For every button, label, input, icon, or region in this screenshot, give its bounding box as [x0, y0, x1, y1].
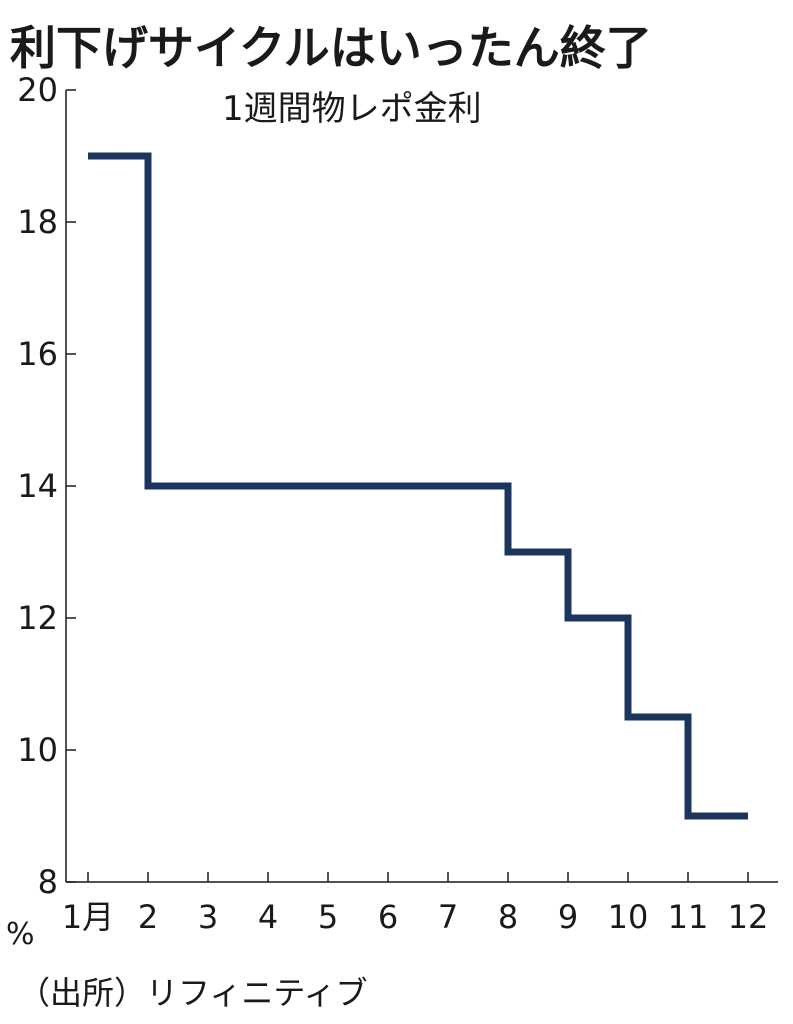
y-tick-label: 12: [17, 599, 58, 637]
x-ticks: 1月 2 3 4 5 6 7 8 9 10 11 12: [62, 872, 769, 936]
x-tick-label: 5: [318, 898, 338, 936]
series-layer: [88, 152, 748, 820]
y-ticks: 8 10 12 14 16 18 20: [17, 71, 76, 901]
x-tick-label: 2: [138, 898, 158, 936]
series-line: [88, 152, 748, 820]
x-tick-label: 4: [258, 898, 278, 936]
y-tick-label: 10: [17, 731, 58, 769]
x-tick-label: 1月: [62, 898, 114, 936]
x-tick-label: 8: [498, 898, 518, 936]
y-tick-label: 18: [17, 203, 58, 241]
y-unit-label: %: [6, 917, 35, 952]
x-tick-label: 9: [558, 898, 578, 936]
y-tick-label: 14: [17, 467, 58, 505]
x-tick-label: 10: [608, 898, 649, 936]
x-tick-label: 3: [198, 898, 218, 936]
x-tick-label: 12: [728, 898, 769, 936]
x-tick-label: 11: [668, 898, 709, 936]
y-tick-label: 8: [38, 863, 58, 901]
source-note: （出所）リフィニティブ: [18, 974, 367, 1012]
y-tick-label: 20: [17, 71, 58, 109]
chart-title: 利下げサイクルはいったん終了: [10, 21, 652, 75]
y-tick-label: 16: [17, 335, 58, 373]
chart-subtitle: 1週間物レポ金利: [222, 89, 482, 129]
x-tick-label: 7: [438, 898, 458, 936]
x-tick-label: 6: [378, 898, 398, 936]
